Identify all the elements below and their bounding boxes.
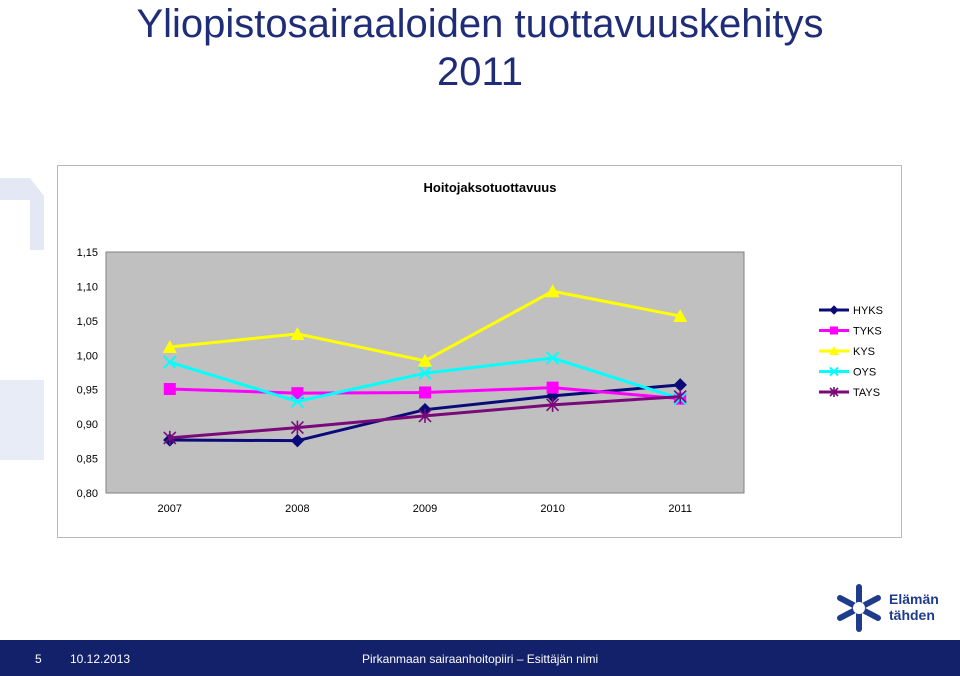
logo-wordmark: Elämän tähden	[889, 591, 939, 623]
series-kys	[162, 284, 688, 367]
data-point-marker	[829, 366, 839, 377]
y-tick-label: 1,15	[77, 247, 98, 259]
legend-item: TAYS	[819, 387, 880, 399]
data-point-marker	[829, 305, 839, 315]
data-point-marker	[546, 397, 560, 412]
legend-label: OYS	[853, 367, 876, 379]
x-tick-label: 2008	[285, 503, 309, 515]
y-tick-label: 1,05	[77, 316, 98, 328]
logo-line1: Elämän	[889, 591, 939, 607]
data-point-marker	[162, 340, 177, 354]
x-tick-label: 2009	[413, 503, 437, 515]
data-point-marker	[419, 386, 431, 399]
footer-organization: Pirkanmaan sairaanhoitopiiri – Esittäjän…	[362, 652, 599, 666]
logo-line2: tähden	[889, 607, 935, 623]
data-point-marker	[673, 389, 687, 404]
line-chart: Hoitojaksotuottavuus 1,15 1,10 1,05 1,00 0,9…	[77, 180, 883, 515]
legend-label: HYKS	[853, 305, 883, 317]
series-tyks	[163, 381, 687, 405]
y-tick-label: 1,10	[77, 281, 98, 293]
y-tick-label: 0,80	[77, 488, 98, 500]
legend-item: TYKS	[819, 326, 882, 338]
y-tick-label: 0,95	[77, 385, 98, 397]
chart-title: Hoitojaksotuottavuus	[424, 180, 557, 195]
data-point-marker	[829, 346, 839, 355]
data-point-marker	[291, 387, 304, 400]
data-point-marker	[830, 326, 838, 335]
data-point-marker	[545, 351, 560, 365]
series-layer	[162, 284, 688, 448]
data-point-marker	[290, 394, 305, 409]
data-point-marker	[418, 408, 432, 423]
y-tick-label: 0,90	[77, 419, 98, 431]
legend-label: TYKS	[853, 326, 882, 338]
legend: HYKS TYKS KYS OYS TAYS	[819, 305, 883, 399]
x-tick-label: 2007	[158, 503, 182, 515]
data-point-marker	[290, 433, 305, 448]
y-tick-label: 1,00	[77, 350, 98, 362]
slide-title-line1: Yliopistosairaaloiden tuottavuuskehitys	[136, 2, 824, 46]
slide-title-line2: 2011	[436, 50, 523, 94]
legend-label: TAYS	[853, 387, 880, 399]
data-point-marker	[673, 309, 688, 323]
legend-label: KYS	[853, 346, 875, 358]
y-tick-label: 0,85	[77, 454, 98, 466]
series-tays	[163, 389, 687, 445]
legend-item: HYKS	[819, 305, 883, 317]
data-point-marker	[546, 381, 559, 394]
decorative-watermark	[0, 178, 44, 460]
elaman-tahden-logo-icon	[837, 584, 881, 632]
legend-item: KYS	[819, 346, 875, 358]
series-oys	[163, 351, 687, 409]
data-point-marker	[290, 326, 305, 340]
data-point-marker	[418, 366, 432, 380]
data-point-marker	[163, 430, 177, 445]
data-point-marker	[418, 353, 432, 367]
x-tick-label: 2011	[668, 503, 692, 515]
data-point-marker	[545, 284, 560, 298]
x-axis-ticks: 2007 2008 2009 2010 2011	[158, 503, 692, 515]
footer-bar: 5 10.12.2013 Pirkanmaan sairaanhoitopiir…	[0, 640, 960, 676]
y-axis-ticks: 1,15 1,10 1,05 1,00 0,95 0,90 0,85 0,80	[77, 247, 98, 500]
data-point-marker	[163, 355, 177, 369]
legend-item: OYS	[819, 367, 876, 379]
slide-title: Yliopistosairaaloiden tuottavuuskehitys …	[0, 0, 960, 96]
x-tick-label: 2010	[540, 503, 564, 515]
data-point-marker	[163, 383, 176, 396]
data-point-marker	[829, 387, 839, 397]
chart-frame: Hoitojaksotuottavuus 1,15 1,10 1,05 1,00 0,9…	[57, 165, 902, 538]
data-point-marker	[290, 420, 304, 435]
page-number: 5	[35, 652, 42, 666]
footer-date: 10.12.2013	[70, 652, 131, 666]
